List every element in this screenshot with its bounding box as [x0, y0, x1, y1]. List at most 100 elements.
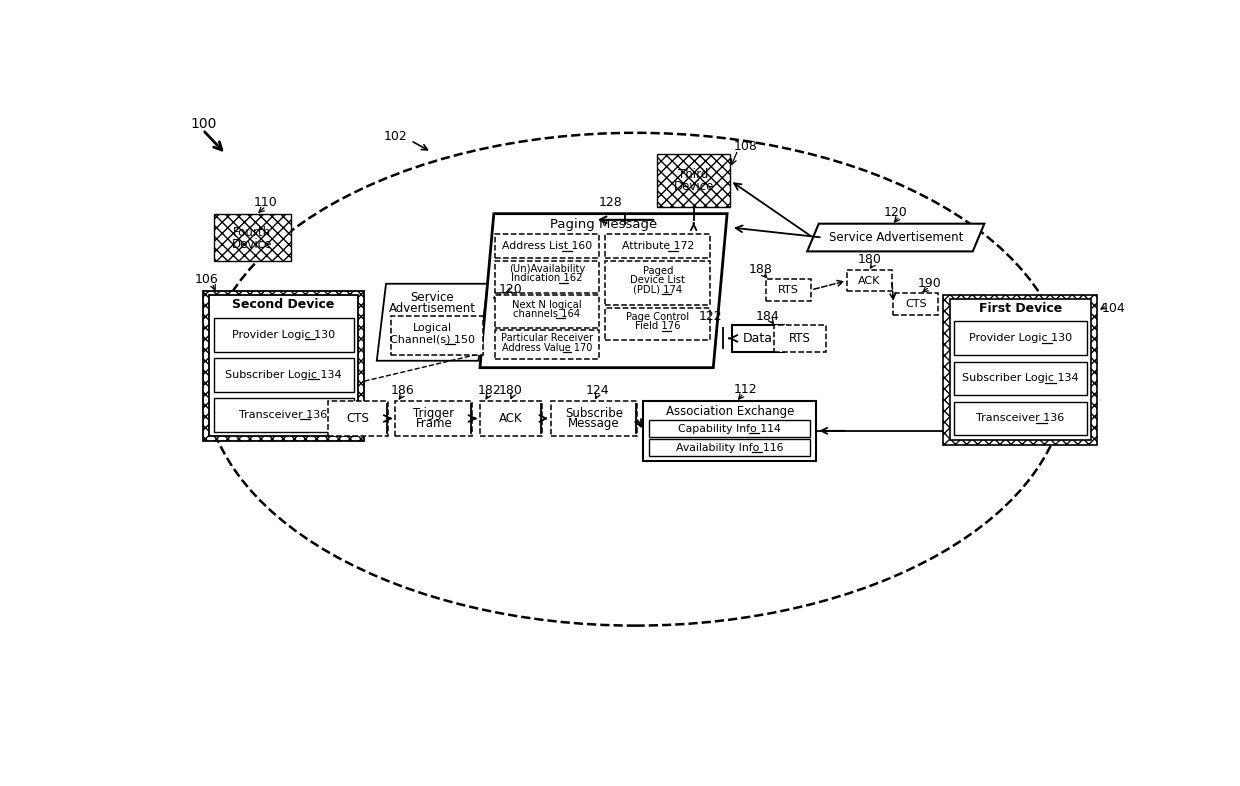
Polygon shape [377, 284, 487, 361]
Text: RTS: RTS [790, 332, 811, 345]
Text: Paging Message: Paging Message [549, 218, 657, 231]
Text: Device: Device [232, 238, 273, 251]
Text: Page Control: Page Control [626, 312, 689, 321]
Bar [208, 296, 358, 436]
Text: Message: Message [568, 417, 620, 431]
Text: 122: 122 [698, 310, 722, 322]
Polygon shape [807, 224, 985, 252]
Bar [605, 307, 711, 340]
Text: Association Exchange: Association Exchange [666, 405, 794, 418]
Text: Paged: Paged [642, 266, 673, 276]
Text: Field 176: Field 176 [635, 321, 681, 331]
Text: channels 164: channels 164 [513, 309, 580, 319]
Bar [657, 154, 730, 207]
Bar [213, 398, 353, 432]
Text: 112: 112 [733, 383, 758, 395]
Bar [605, 261, 711, 305]
Text: 182: 182 [477, 384, 501, 396]
Text: Transceiver 136: Transceiver 136 [239, 410, 327, 420]
Text: 128: 128 [598, 196, 622, 209]
Bar [955, 362, 1086, 395]
Text: Trigger: Trigger [413, 406, 454, 420]
Text: Transceiver 136: Transceiver 136 [976, 413, 1065, 424]
Text: Logical: Logical [413, 323, 451, 333]
Bar [644, 401, 816, 461]
Text: Second Device: Second Device [232, 298, 335, 311]
Text: 190: 190 [918, 277, 941, 290]
Bar [391, 316, 484, 354]
Bar [495, 330, 599, 359]
Text: Device List: Device List [630, 275, 686, 285]
Bar [396, 401, 472, 436]
Text: Service Advertisement: Service Advertisement [828, 231, 963, 244]
Text: Third: Third [678, 168, 709, 181]
Text: 110: 110 [254, 196, 278, 208]
Text: Channel(s) 150: Channel(s) 150 [389, 334, 475, 344]
Text: RTS: RTS [779, 285, 799, 295]
Text: 120: 120 [498, 284, 522, 296]
Text: 104: 104 [1101, 302, 1125, 315]
Text: 102: 102 [383, 130, 407, 143]
Text: 100: 100 [191, 116, 217, 130]
Bar [551, 401, 637, 436]
Text: (Un)Availability: (Un)Availability [508, 264, 585, 274]
Text: ACK: ACK [858, 276, 880, 285]
Text: Fourth: Fourth [233, 226, 272, 240]
Bar [213, 214, 290, 262]
Bar [203, 291, 365, 441]
Bar [495, 261, 599, 293]
Text: Device: Device [673, 180, 714, 193]
Bar [650, 420, 810, 437]
Text: Attribute 172: Attribute 172 [621, 241, 694, 251]
Text: CTS: CTS [905, 299, 926, 309]
Text: Provider Logic 130: Provider Logic 130 [968, 333, 1073, 343]
Bar [732, 325, 784, 351]
Text: Advertisement: Advertisement [388, 302, 476, 315]
Text: Address Value 170: Address Value 170 [502, 343, 593, 353]
Text: Indication 162: Indication 162 [511, 274, 583, 283]
Text: Service: Service [410, 291, 454, 304]
Text: Particular Receiver: Particular Receiver [501, 333, 593, 343]
Bar [213, 318, 353, 351]
Bar [495, 296, 599, 328]
Text: 188: 188 [748, 263, 773, 277]
Text: 108: 108 [734, 140, 758, 153]
Text: Address List 160: Address List 160 [502, 241, 591, 251]
Text: 180: 180 [858, 253, 882, 266]
Bar [950, 299, 1091, 440]
Bar [894, 293, 939, 314]
Text: 184: 184 [756, 310, 780, 322]
Bar [847, 270, 892, 292]
Text: CTS: CTS [346, 412, 370, 425]
Bar [955, 321, 1086, 355]
Ellipse shape [205, 133, 1066, 626]
Bar [650, 439, 810, 456]
Text: Subscriber Logic 134: Subscriber Logic 134 [226, 369, 342, 380]
Text: 120: 120 [884, 206, 908, 219]
Bar [327, 401, 388, 436]
Bar [605, 233, 711, 259]
Text: First Device: First Device [978, 302, 1063, 315]
Bar [955, 402, 1086, 435]
Text: Frame: Frame [415, 417, 453, 431]
Bar [213, 358, 353, 391]
Text: 106: 106 [195, 273, 218, 285]
Text: Data: Data [743, 332, 773, 345]
Bar [495, 233, 599, 259]
Polygon shape [480, 214, 727, 368]
Bar [766, 279, 811, 301]
Text: Provider Logic 130: Provider Logic 130 [232, 329, 335, 340]
Text: 180: 180 [498, 384, 523, 396]
Text: Capability Info 114: Capability Info 114 [678, 424, 781, 434]
Text: Subscribe: Subscribe [565, 406, 622, 420]
Bar [774, 325, 826, 351]
Text: (PDL) 174: (PDL) 174 [634, 284, 682, 294]
Text: 186: 186 [391, 384, 415, 396]
Bar [944, 295, 1097, 445]
Text: Subscriber Logic 134: Subscriber Logic 134 [962, 373, 1079, 384]
Bar [480, 401, 542, 436]
Text: 124: 124 [587, 384, 610, 396]
Text: ACK: ACK [498, 412, 522, 425]
Text: Availability Info 116: Availability Info 116 [676, 443, 784, 453]
Text: Next N logical: Next N logical [512, 299, 582, 310]
